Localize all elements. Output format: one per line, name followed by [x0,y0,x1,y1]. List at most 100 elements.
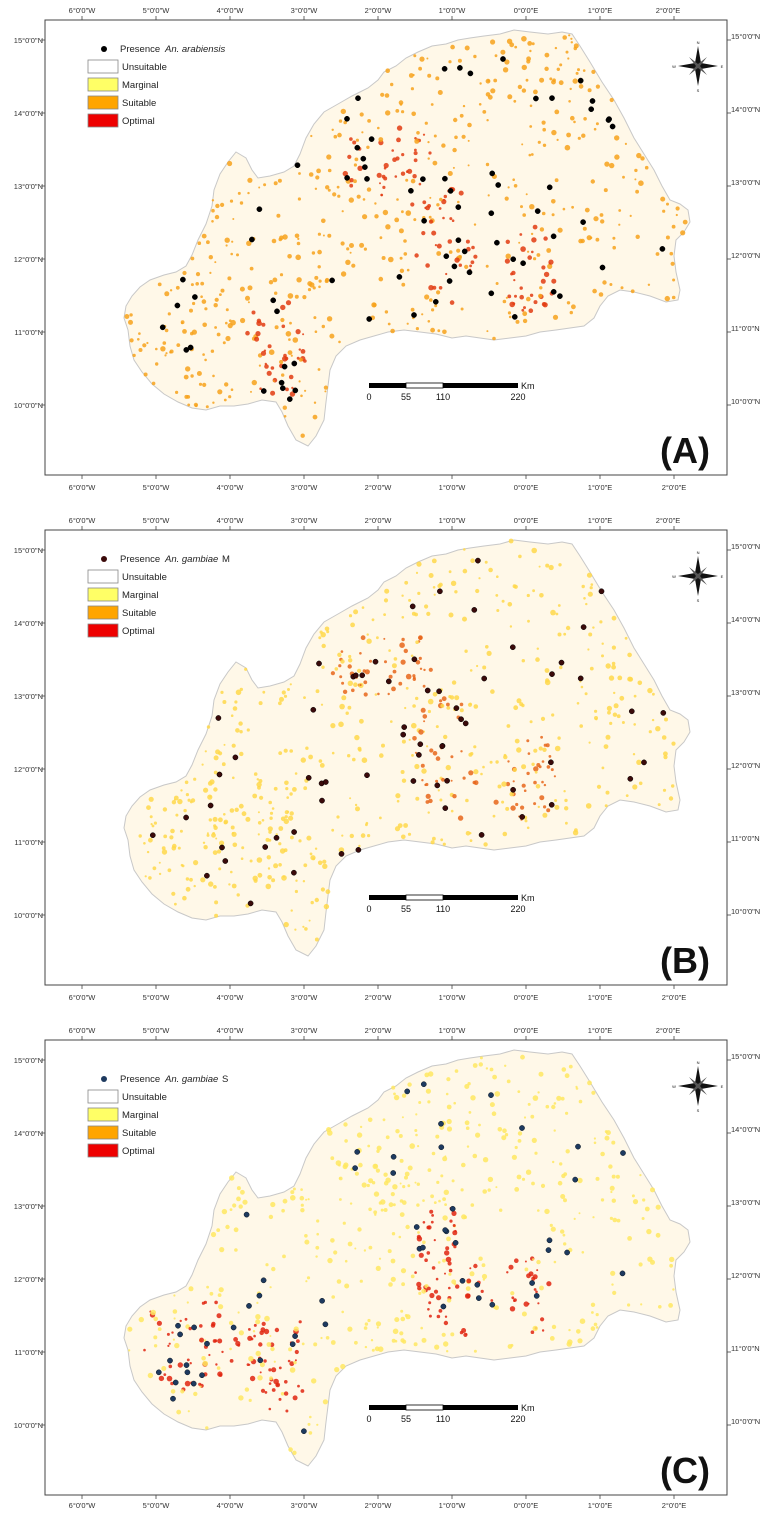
suitability-cell [431,308,435,312]
top-lon-label-4: 2°0'0"W [365,1026,393,1035]
suitability-cell [441,199,447,205]
presence-point [424,687,431,694]
suitability-cell [379,182,381,185]
scale-label-110: 110 [436,904,450,914]
suitability-cell [395,1129,400,1134]
suitability-cell [232,776,235,780]
suitability-cell [221,762,226,767]
suitability-cell [379,236,383,240]
suitability-cell [588,632,593,637]
suitability-cell [451,680,457,685]
suitability-cell [537,1209,540,1212]
suitability-cell [443,734,448,740]
presence-point [190,1380,197,1387]
left-lat-label-2: 13°0'0"N [14,692,43,701]
suitability-cell [273,181,278,186]
suitability-cell [308,754,313,760]
suitability-cell [298,839,302,843]
suitability-cell [332,192,337,197]
top-lon-label-2: 4°0'0"W [217,1026,245,1035]
suitability-cell [193,777,197,781]
suitability-cell [128,1349,131,1352]
legend-swatch-suitable [87,95,119,110]
suitability-cell [152,866,157,871]
suitability-cell [331,128,334,131]
suitability-cell [313,401,317,404]
suitability-cell [162,341,167,345]
suitability-cell [160,346,166,352]
presence-point [488,210,495,217]
suitability-cell [565,50,569,54]
suitability-cell [271,238,277,244]
suitability-cell [354,1340,358,1345]
suitability-cell [492,336,496,341]
suitability-cell [239,730,243,734]
suitability-cell [153,1344,158,1348]
suitability-cell [319,630,323,634]
suitability-cell [448,1272,452,1276]
suitability-cell [424,206,427,210]
suitability-cell [385,1135,390,1140]
suitability-cell [336,185,340,189]
suitability-cell [557,736,561,740]
suitability-cell [509,791,514,797]
suitability-cell [593,1141,597,1145]
suitability-cell [444,1155,447,1158]
suitability-cell [427,204,431,208]
suitability-cell [289,792,293,796]
suitability-cell [217,849,222,854]
suitability-cell [285,331,292,337]
suitability-cell [400,1316,406,1322]
scale-label-220: 220 [510,904,525,914]
map-svg-a: 6°0'0"W 5°0'0"W 4°0'0"W 3°0'0"W 2°0'0"W … [14,6,760,492]
suitability-cell [518,554,522,559]
suitability-cell [318,636,322,640]
suitability-cell [538,765,542,769]
presence-point [281,363,288,370]
suitability-cell [604,161,610,167]
suitability-cell [425,263,430,268]
presence-point [404,1088,411,1095]
suitability-cell [415,1133,418,1137]
suitability-cell [202,841,206,844]
suitability-cell [173,1294,176,1297]
suitability-cell [341,695,347,701]
suitability-cell [253,772,258,776]
presence-point [620,1150,626,1156]
suitability-cell [242,1199,248,1205]
suitability-cell [546,1281,552,1287]
scale-label-110: 110 [436,1414,450,1424]
presence-point [170,1395,176,1402]
suitability-cell [523,306,526,310]
suitability-cell [310,134,313,138]
suitability-cell [459,708,464,713]
suitability-cell [506,38,513,44]
suitability-cell [378,276,384,282]
suitability-cell [278,842,282,846]
suitability-cell [300,349,306,354]
presence-point [510,786,516,793]
suitability-cell [627,1303,631,1307]
suitability-cell [357,1227,362,1232]
suitability-cell [325,889,331,895]
suitability-cell [284,1380,288,1384]
suitability-cell [670,261,675,266]
suitability-cell [187,1410,190,1413]
suitability-cell [257,821,262,825]
suitability-cell [448,695,452,699]
presence-point [184,1369,191,1376]
suitability-cell [414,1271,417,1274]
suitability-cell [446,1350,449,1353]
presence-point [438,1144,445,1151]
top-lon-label-6: 0°0'0"E [514,516,539,525]
suitability-cell [209,271,212,274]
suitability-cell [317,265,321,269]
suitability-cell [424,604,429,609]
suitability-cell [390,1276,396,1282]
suitability-cell [269,816,273,820]
suitability-cell [644,1206,650,1212]
presence-point [533,95,539,102]
presence-point [605,117,612,123]
suitability-cell [353,682,358,687]
suitability-cell [401,110,405,114]
